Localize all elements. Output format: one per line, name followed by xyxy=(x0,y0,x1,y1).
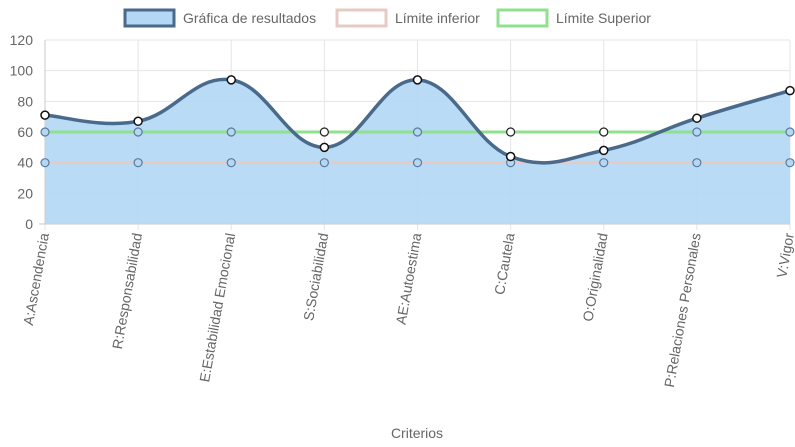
legend: Gráfica de resultados Límite inferior Lími… xyxy=(123,8,651,28)
point-limite-superior[interactable] xyxy=(226,127,236,137)
point-limite-superior[interactable] xyxy=(506,127,516,137)
x-axis-title: Criterios xyxy=(391,425,443,441)
point-limite-superior[interactable] xyxy=(692,127,702,137)
point-grafica-de-resultados[interactable] xyxy=(785,85,795,96)
point-limite-superior[interactable] xyxy=(785,127,795,137)
point-grafica-de-resultados[interactable] xyxy=(133,116,143,127)
x-tick-label: C:Cautela xyxy=(491,232,518,296)
point-limite-inferior[interactable] xyxy=(226,158,236,168)
x-tick-label: P:Relaciones Personales xyxy=(661,232,704,389)
y-axis-ticks: 0 20 40 60 80 100 120 xyxy=(10,32,34,232)
x-tick-label: S:Sociabilidad xyxy=(300,232,331,322)
point-grafica-de-resultados[interactable] xyxy=(412,75,423,85)
y-tick-label: 80 xyxy=(17,93,33,109)
point-limite-superior[interactable] xyxy=(412,127,423,137)
x-axis-ticks: A:Ascendencia R:Responsabilidad E:Estabili… xyxy=(20,231,795,388)
legend-item-limite-inferior[interactable]: Límite inferior xyxy=(335,8,480,28)
x-tick-label: E:Estabilidad Emocional xyxy=(196,232,238,383)
y-tick-label: 60 xyxy=(17,124,33,140)
points xyxy=(40,75,795,168)
point-limite-inferior[interactable] xyxy=(40,158,50,168)
point-limite-superior[interactable] xyxy=(319,127,329,137)
legend-label: Gráfica de resultados xyxy=(183,10,316,26)
point-limite-inferior[interactable] xyxy=(785,158,795,168)
legend-swatch xyxy=(123,8,176,28)
point-limite-superior[interactable] xyxy=(599,127,609,137)
legend-item-limite-superior[interactable]: Límite Superior xyxy=(496,8,651,28)
legend-label: Límite inferior xyxy=(395,10,480,26)
point-limite-inferior[interactable] xyxy=(319,158,329,168)
series-area xyxy=(45,79,790,224)
point-grafica-de-resultados[interactable] xyxy=(692,113,702,123)
y-tick-label: 40 xyxy=(17,155,33,171)
y-tick-label: 100 xyxy=(10,63,34,79)
point-limite-inferior[interactable] xyxy=(412,158,423,168)
point-limite-inferior[interactable] xyxy=(692,158,702,168)
legend-swatch xyxy=(335,8,388,28)
point-limite-superior[interactable] xyxy=(133,127,143,137)
x-tick-label: O:Originalidad xyxy=(579,232,610,323)
y-tick-label: 20 xyxy=(17,185,33,201)
x-tick-label: AE:Autoestima xyxy=(393,232,425,326)
series-area-grafica-de-resultados xyxy=(45,79,790,224)
legend-swatch xyxy=(496,8,549,28)
x-tick-label: A:Ascendencia xyxy=(20,232,52,327)
point-limite-inferior[interactable] xyxy=(599,158,609,168)
legend-item-grafica-de-resultados[interactable]: Gráfica de resultados xyxy=(123,8,316,28)
point-grafica-de-resultados[interactable] xyxy=(40,110,50,120)
point-limite-superior[interactable] xyxy=(40,127,50,137)
point-grafica-de-resultados[interactable] xyxy=(226,75,236,85)
point-grafica-de-resultados[interactable] xyxy=(319,142,330,153)
legend-label: Límite Superior xyxy=(556,10,651,26)
point-limite-inferior[interactable] xyxy=(133,158,143,168)
point-grafica-de-resultados[interactable] xyxy=(505,151,516,162)
x-tick-label: V:Vigor xyxy=(773,231,795,279)
y-tick-label: 0 xyxy=(25,216,33,232)
y-tick-label: 120 xyxy=(10,32,34,48)
point-grafica-de-resultados[interactable] xyxy=(599,145,609,156)
x-tick-label: R:Responsabilidad xyxy=(109,232,145,351)
